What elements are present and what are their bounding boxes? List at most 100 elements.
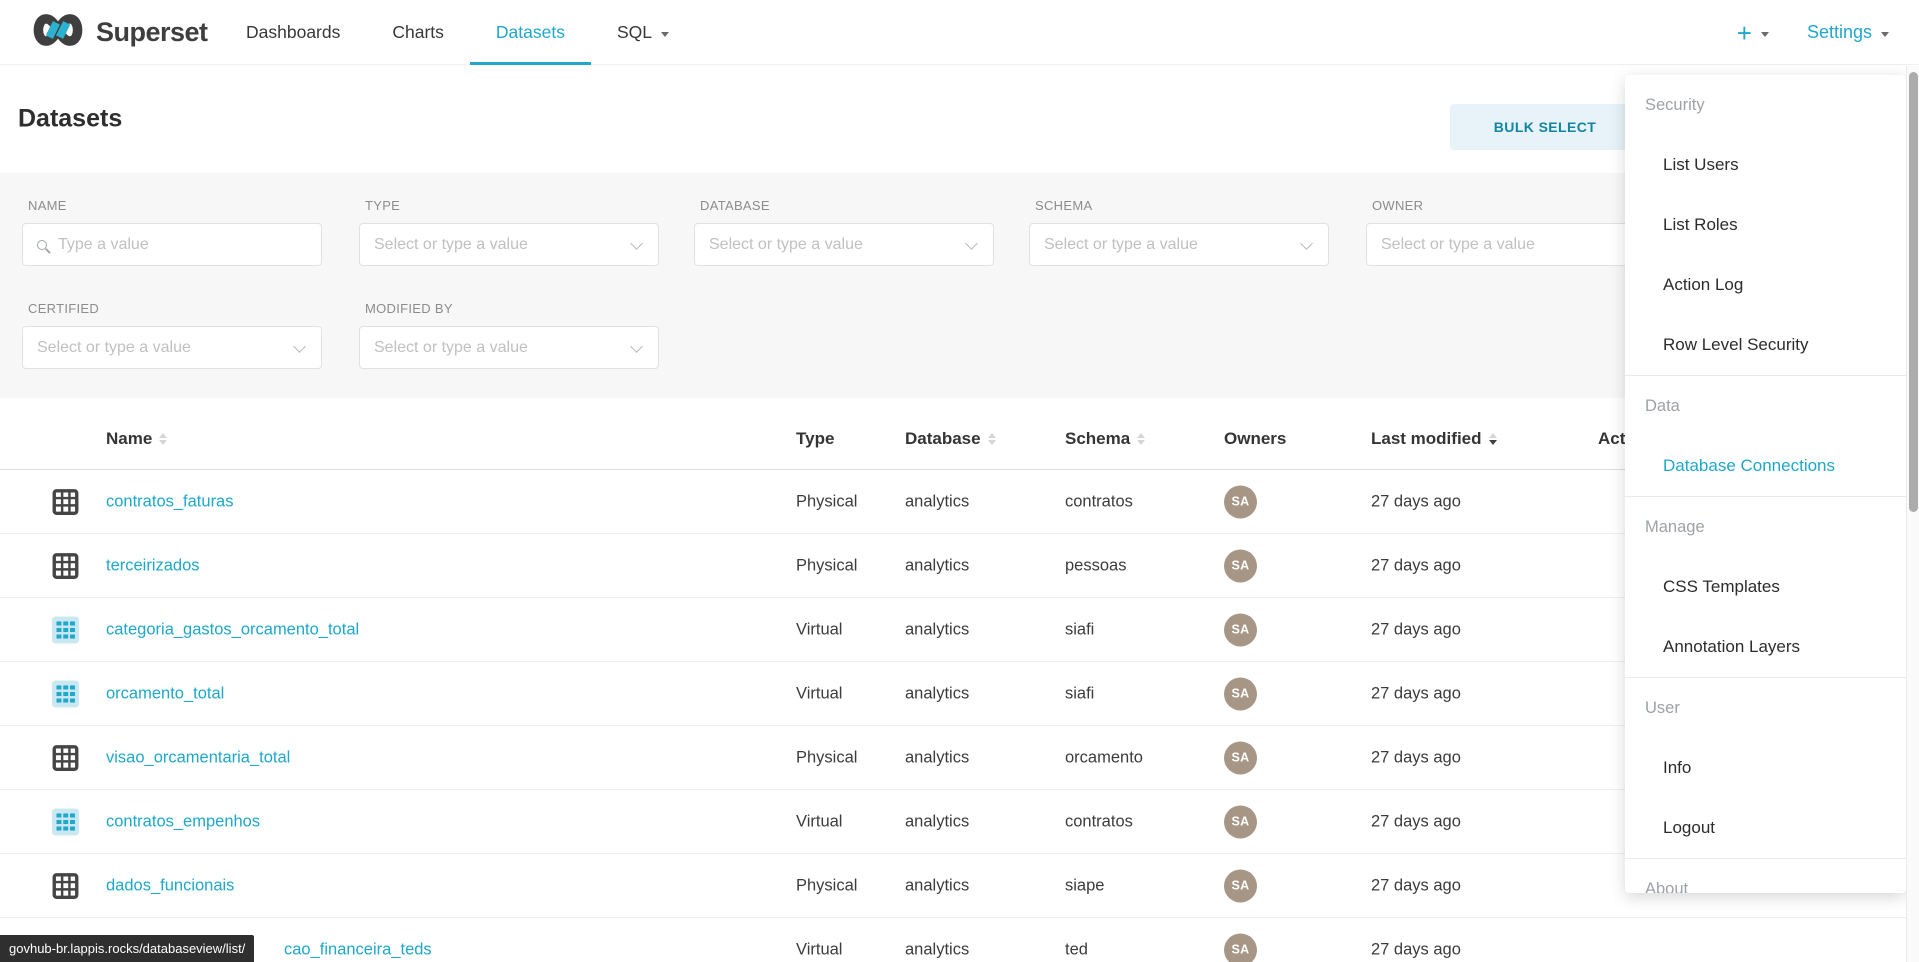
- menu-item-css-templates[interactable]: CSS Templates: [1663, 577, 1780, 596]
- status-bar: govhub-br.lappis.rocks/databaseview/list…: [0, 935, 255, 962]
- superset-home-link[interactable]: Superset: [30, 0, 208, 65]
- dataset-type: Physical: [796, 748, 858, 766]
- chevron-down-icon: [965, 237, 978, 250]
- dataset-link[interactable]: cao_financeira_teds: [284, 940, 432, 958]
- last-modified: 27 days ago: [1371, 812, 1461, 830]
- placeholder-text: Select or type a value: [1044, 235, 1198, 253]
- menu-item-annotation-layers[interactable]: Annotation Layers: [1663, 637, 1801, 656]
- filter-name-label: NAME: [28, 198, 67, 213]
- scrollbar-thumb[interactable]: [1909, 72, 1918, 512]
- type-filter-select[interactable]: Select or type a value: [359, 223, 659, 266]
- status-bar-url: govhub-br.lappis.rocks/databaseview/list…: [9, 941, 246, 956]
- owner-avatar: SA: [1224, 805, 1257, 838]
- menu-divider: [1625, 496, 1906, 497]
- navbar-right: + Settings: [1737, 0, 1889, 65]
- column-header-name[interactable]: Name: [106, 429, 168, 449]
- dataset-link[interactable]: contratos_empenhos: [106, 812, 261, 830]
- modified-by-filter-select[interactable]: Select or type a value: [359, 326, 659, 369]
- avatar: SA: [1224, 613, 1257, 646]
- avatar: SA: [1224, 869, 1257, 902]
- dataset-schema: contratos: [1065, 492, 1133, 510]
- dataset-link[interactable]: terceirizados: [106, 556, 200, 574]
- brand-name: Superset: [96, 17, 208, 47]
- filter-modified-by: MODIFIED BY Select or type a value: [359, 301, 659, 369]
- dataset-link[interactable]: contratos_faturas: [106, 492, 234, 510]
- table-row: terceirizados Physical analytics pessoas…: [0, 534, 1919, 598]
- table-row: visao_orcamentaria_total Physical analyt…: [0, 726, 1919, 790]
- dataset-type: Virtual: [796, 812, 843, 830]
- table-row: cao_financeira_teds Virtual analytics te…: [0, 918, 1919, 962]
- schema-filter-select[interactable]: Select or type a value: [1029, 223, 1329, 266]
- owner-filter-select[interactable]: Select or type a value: [1366, 223, 1666, 266]
- filter-type: TYPE Select or type a value: [359, 198, 659, 266]
- column-header-schema[interactable]: Schema: [1065, 428, 1146, 449]
- menu-item-logout[interactable]: Logout: [1663, 818, 1715, 837]
- owner-avatar: SA: [1224, 549, 1257, 582]
- settings-label: Settings: [1806, 22, 1872, 42]
- dataset-link[interactable]: dados_funcionais: [106, 876, 235, 894]
- dataset-database: analytics: [905, 876, 970, 894]
- bulk-select-button[interactable]: BULK SELECT: [1450, 104, 1640, 150]
- nav-dashboards[interactable]: Dashboards: [246, 22, 341, 42]
- dataset-database: analytics: [905, 812, 970, 830]
- chevron-down-icon: [661, 31, 670, 37]
- dataset-schema: contratos: [1065, 812, 1133, 830]
- avatar: SA: [1224, 933, 1257, 962]
- navbar: Superset Dashboards Charts Datasets SQL …: [0, 0, 1919, 65]
- filter-database: DATABASE Select or type a value: [694, 198, 994, 266]
- menu-section-security: Security: [1645, 95, 1705, 114]
- dataset-type-icon: [52, 488, 79, 515]
- dataset-schema: pessoas: [1065, 556, 1127, 574]
- column-label: Schema: [1065, 428, 1131, 448]
- avatar: SA: [1224, 677, 1257, 710]
- filter-database-label: DATABASE: [700, 198, 770, 213]
- dataset-link[interactable]: orcamento_total: [106, 684, 225, 702]
- filter-owner: OWNER Select or type a value: [1366, 198, 1666, 266]
- column-label: Owners: [1224, 428, 1287, 448]
- menu-divider: [1625, 375, 1906, 376]
- menu-item-database-connections[interactable]: Database Connections: [1663, 456, 1836, 475]
- column-header-owners: Owners: [1224, 429, 1286, 449]
- avatar: SA: [1224, 741, 1257, 774]
- menu-item-row-level-security[interactable]: Row Level Security: [1663, 335, 1809, 354]
- datasets-table-header: Name Type Database Schema Owners Last mo…: [0, 408, 1919, 470]
- filter-schema: SCHEMA Select or type a value: [1029, 198, 1329, 266]
- dataset-type: Physical: [796, 876, 858, 894]
- menu-item-info[interactable]: Info: [1663, 758, 1692, 777]
- dataset-type: Virtual: [796, 620, 843, 638]
- menu-section-data: Data: [1645, 396, 1680, 415]
- dataset-link[interactable]: categoria_gastos_orcamento_total: [106, 620, 360, 638]
- filters-bar: NAME TYPE Select or type a value DATABAS…: [0, 173, 1919, 398]
- menu-section-manage: Manage: [1645, 517, 1705, 536]
- nav-charts[interactable]: Charts: [392, 22, 444, 42]
- menu-item-action-log[interactable]: Action Log: [1663, 275, 1744, 294]
- certified-filter-select[interactable]: Select or type a value: [22, 326, 322, 369]
- name-filter-textbox[interactable]: [56, 234, 287, 255]
- column-header-last-modified[interactable]: Last modified: [1371, 429, 1497, 449]
- table-row: dados_funcionais Physical analytics siap…: [0, 854, 1919, 918]
- name-filter-input[interactable]: [22, 223, 322, 266]
- sort-icon: [1488, 432, 1497, 445]
- page-scrollbar[interactable]: [1906, 66, 1919, 962]
- placeholder-text: Select or type a value: [1381, 235, 1535, 253]
- settings-menu-button[interactable]: Settings: [1807, 22, 1889, 43]
- column-label: Database: [905, 428, 981, 448]
- database-filter-select[interactable]: Select or type a value: [694, 223, 994, 266]
- nav-sql-menu[interactable]: SQL: [591, 0, 695, 65]
- nav-datasets[interactable]: Datasets: [469, 0, 592, 65]
- new-item-button[interactable]: +: [1737, 20, 1769, 46]
- column-header-database[interactable]: Database: [905, 429, 996, 449]
- dataset-type-icon: [52, 808, 79, 835]
- menu-item-list-roles[interactable]: List Roles: [1663, 215, 1738, 234]
- menu-item-list-users[interactable]: List Users: [1663, 155, 1739, 174]
- sort-icon: [159, 432, 168, 445]
- settings-dropdown-menu: Security List Users List Roles Action Lo…: [1625, 75, 1906, 893]
- chevron-down-icon: [1300, 237, 1313, 250]
- dataset-type: Physical: [796, 556, 858, 574]
- dataset-database: analytics: [905, 748, 970, 766]
- chevron-down-icon: [293, 340, 306, 353]
- table-row: categoria_gastos_orcamento_total Virtual…: [0, 598, 1919, 662]
- dataset-link[interactable]: visao_orcamentaria_total: [106, 748, 291, 766]
- dataset-type-icon: [52, 616, 79, 643]
- menu-divider: [1625, 677, 1906, 678]
